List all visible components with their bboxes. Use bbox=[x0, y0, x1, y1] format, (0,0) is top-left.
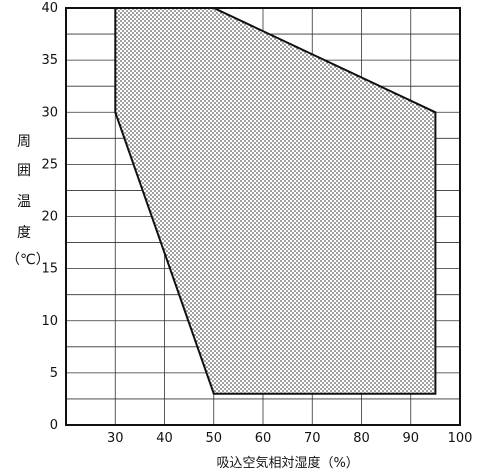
operating-region bbox=[114, 7, 437, 395]
y-tick-labels: 0 5 10 15 20 25 30 35 40 bbox=[41, 1, 58, 433]
y-tick-label: 5 bbox=[50, 366, 58, 381]
x-tick-label: 90 bbox=[402, 431, 419, 446]
y-tick-label: 30 bbox=[41, 105, 58, 120]
x-tick-label: 100 bbox=[448, 431, 473, 446]
x-tick-label: 60 bbox=[255, 431, 272, 446]
y-tick-label: 35 bbox=[41, 53, 58, 68]
x-tick-label: 50 bbox=[205, 431, 222, 446]
x-tick-label: 80 bbox=[353, 431, 370, 446]
y-tick-label: 0 bbox=[50, 418, 58, 433]
y-tick-label: 10 bbox=[41, 314, 58, 329]
y-axis-title-char: 周 bbox=[17, 134, 31, 150]
y-tick-label: 25 bbox=[41, 157, 58, 172]
x-axis-title: 吸込空気相対湿度（%） bbox=[216, 455, 358, 471]
y-tick-label: 40 bbox=[41, 1, 58, 16]
y-axis-title-char: 温 bbox=[17, 194, 31, 210]
x-tick-label: 30 bbox=[107, 431, 124, 446]
x-tick-label: 40 bbox=[156, 431, 173, 446]
y-axis-title-char: 度 bbox=[17, 225, 31, 241]
y-tick-label: 20 bbox=[41, 210, 58, 225]
plot-border bbox=[65, 7, 461, 426]
y-tick-label: 15 bbox=[41, 262, 58, 277]
plot-frame bbox=[65, 7, 461, 426]
y-axis-title-char: （℃） bbox=[6, 252, 50, 268]
x-tick-label: 70 bbox=[304, 431, 321, 446]
y-axis-title-char: 囲 bbox=[17, 163, 31, 179]
region-polygon bbox=[114, 7, 437, 395]
x-tick-labels: 30 40 50 60 70 80 90 100 bbox=[107, 431, 472, 446]
